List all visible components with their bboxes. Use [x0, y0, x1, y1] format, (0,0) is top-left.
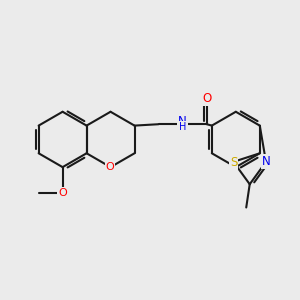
Text: O: O	[202, 92, 212, 105]
Text: H: H	[179, 122, 186, 132]
Text: O: O	[105, 162, 114, 172]
Text: N: N	[178, 115, 187, 128]
Text: O: O	[58, 188, 67, 198]
Text: S: S	[230, 156, 238, 169]
Text: N: N	[262, 154, 271, 168]
